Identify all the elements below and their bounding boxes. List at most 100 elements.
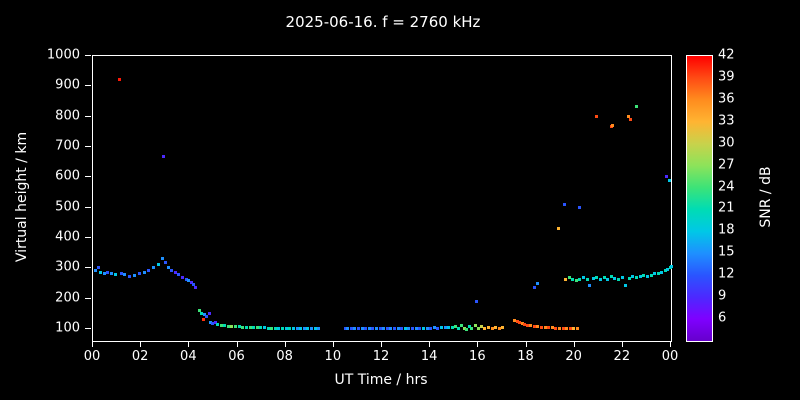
data-point xyxy=(477,326,481,330)
data-point xyxy=(181,275,185,279)
data-point xyxy=(470,327,474,331)
y-tick-label: 300 xyxy=(55,259,80,275)
data-point xyxy=(595,114,599,118)
y-tick-label: 600 xyxy=(55,168,80,184)
data-point xyxy=(226,324,230,328)
data-point xyxy=(207,311,211,315)
data-point xyxy=(164,260,168,264)
colorbar-tick-label: 9 xyxy=(718,288,727,304)
data-point xyxy=(241,325,245,329)
data-point xyxy=(532,285,536,289)
data-point xyxy=(102,272,106,276)
colorbar-tick-label: 15 xyxy=(718,244,735,260)
y-axis-tick-marks xyxy=(85,55,92,340)
y-tick-label: 200 xyxy=(55,290,80,306)
data-point xyxy=(525,323,529,327)
data-point xyxy=(353,326,357,330)
data-point xyxy=(567,275,571,279)
y-tick-label: 500 xyxy=(55,199,80,215)
data-point xyxy=(617,277,621,281)
y-tick-mark xyxy=(85,297,91,299)
y-tick-mark xyxy=(85,55,91,56)
data-point xyxy=(223,324,227,328)
x-tick-mark xyxy=(381,341,382,347)
data-point xyxy=(160,257,164,261)
data-point xyxy=(230,325,234,329)
data-point xyxy=(497,326,501,330)
data-point xyxy=(649,273,653,277)
data-point xyxy=(94,269,98,273)
data-point xyxy=(110,272,114,276)
y-tick-mark xyxy=(85,236,91,238)
x-tick-label: 08 xyxy=(276,349,293,364)
data-point xyxy=(208,320,212,324)
data-point xyxy=(578,205,582,209)
y-tick-mark xyxy=(85,145,91,147)
data-point xyxy=(187,278,191,282)
data-point xyxy=(613,276,617,280)
data-point xyxy=(479,325,483,329)
data-point xyxy=(197,308,201,312)
data-point xyxy=(645,275,649,279)
data-point xyxy=(393,327,397,331)
data-point xyxy=(273,326,277,330)
colorbar-tick-label: 18 xyxy=(718,222,735,238)
data-point xyxy=(407,326,411,330)
data-point xyxy=(467,325,471,329)
data-point xyxy=(626,114,630,118)
data-point xyxy=(200,311,204,315)
data-point xyxy=(418,326,422,330)
data-point xyxy=(429,326,433,330)
data-point xyxy=(443,325,447,329)
x-axis-label: UT Time / hrs xyxy=(334,372,428,388)
data-point xyxy=(606,277,610,281)
data-point xyxy=(346,327,350,331)
data-point xyxy=(270,326,274,330)
data-point xyxy=(565,326,569,330)
data-point xyxy=(532,325,536,329)
data-point xyxy=(356,326,360,330)
data-point xyxy=(568,327,572,331)
data-point xyxy=(462,326,466,330)
data-point xyxy=(99,270,103,274)
data-point xyxy=(473,324,477,328)
data-point xyxy=(302,326,306,330)
data-point xyxy=(627,276,631,280)
y-tick-mark xyxy=(85,267,91,269)
data-point xyxy=(234,325,238,329)
x-tick-label: 22 xyxy=(613,349,631,364)
y-tick-mark xyxy=(85,206,91,208)
data-point xyxy=(367,326,371,330)
plot-area xyxy=(92,55,673,342)
data-point xyxy=(436,326,440,330)
data-point xyxy=(96,266,100,270)
data-point xyxy=(432,326,436,330)
y-axis-tick-labels: 100 200 300 400 500 600 700 800 900 1000 xyxy=(0,48,80,340)
data-point xyxy=(252,325,256,329)
data-point xyxy=(609,275,613,279)
data-point xyxy=(374,326,378,330)
data-point xyxy=(543,325,547,329)
colorbar-tick-label: 33 xyxy=(718,113,735,129)
data-point xyxy=(539,325,543,329)
x-tick-mark xyxy=(188,341,190,347)
data-point xyxy=(574,278,578,282)
x-tick-label: 04 xyxy=(180,349,197,364)
data-point xyxy=(259,326,263,330)
chart-title: 2025-06-16. f = 2760 kHz xyxy=(285,13,481,31)
data-point xyxy=(666,267,670,271)
x-tick-mark xyxy=(92,341,93,347)
x-tick-mark xyxy=(332,341,334,347)
data-point xyxy=(450,325,454,329)
data-point xyxy=(299,326,303,330)
data-point xyxy=(665,175,669,179)
data-point xyxy=(306,326,310,330)
data-point xyxy=(161,154,165,158)
x-tick-label: 10 xyxy=(324,349,342,364)
data-point xyxy=(255,326,259,330)
data-point xyxy=(166,266,170,270)
data-point xyxy=(309,326,313,330)
y-tick-mark xyxy=(85,176,91,178)
data-point xyxy=(237,325,241,329)
data-point xyxy=(137,272,141,276)
